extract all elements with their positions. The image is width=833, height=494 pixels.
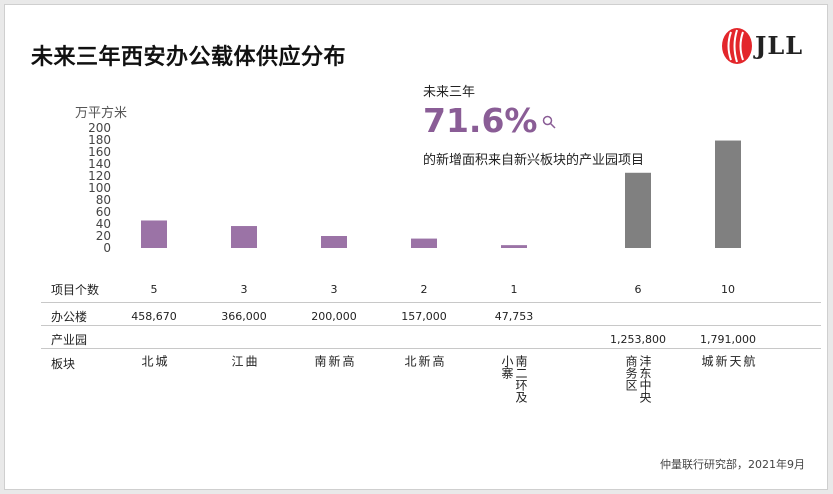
district-label: 航 天 新 城 <box>700 355 756 367</box>
y-tick-label: 20 <box>96 229 111 243</box>
callout-line1: 未来三年 <box>423 85 476 100</box>
callout-line2: 的新增面积来自新兴板块的产业园项目 <box>423 153 645 168</box>
jll-logo: JLL <box>721 27 821 67</box>
table-cell: 1 <box>510 283 518 296</box>
district-label: 城 北 <box>140 355 168 367</box>
bar-5 <box>625 172 651 248</box>
row-label: 办公楼 <box>51 310 88 324</box>
table-cell: 2 <box>420 283 428 296</box>
callout-percent: 71.6% <box>423 101 538 140</box>
table-cell: 157,000 <box>401 310 447 323</box>
jll-logo-text: JLL <box>755 31 804 60</box>
table-rule <box>41 302 821 303</box>
search-icon <box>542 115 556 129</box>
y-tick-label: 140 <box>88 157 111 171</box>
y-tick-label: 0 <box>103 241 111 255</box>
source-note: 仲量联行研究部，2021年9月 <box>660 458 805 471</box>
table-cell: 200,000 <box>311 310 357 323</box>
y-tick-label: 40 <box>96 217 111 231</box>
bar-0 <box>141 220 167 248</box>
bar-2 <box>321 236 347 248</box>
slide: 未来三年西安办公载体供应分布 JLL 未来三年 71.6% 的新增面积来自新兴板… <box>4 4 828 490</box>
table-cell: 5 <box>150 283 158 296</box>
y-tick-label: 80 <box>96 193 111 207</box>
y-tick-label: 100 <box>88 181 111 195</box>
table-cell: 3 <box>330 283 338 296</box>
bar-1 <box>231 226 257 248</box>
table-cell: 3 <box>240 283 248 296</box>
y-tick-label: 200 <box>88 121 111 135</box>
table-cell: 10 <box>721 283 735 296</box>
district-label: 高 新 北 <box>403 355 445 367</box>
district-label: 沣东中央 商务区 <box>624 355 652 403</box>
y-axis-label: 万平方米 <box>75 106 128 121</box>
bar-3 <box>411 238 437 248</box>
table-rule <box>41 348 821 349</box>
table-cell: 1,253,800 <box>610 333 666 346</box>
table-cell: 458,670 <box>131 310 177 323</box>
row-label: 项目个数 <box>51 283 100 297</box>
jll-logo-icon <box>722 28 752 64</box>
y-tick-label: 120 <box>88 169 111 183</box>
bar-6 <box>715 140 741 248</box>
y-tick-label: 60 <box>96 205 111 219</box>
table-cell: 6 <box>634 283 642 296</box>
row-label: 板块 <box>51 357 76 371</box>
bar-4 <box>501 245 527 248</box>
table-cell: 47,753 <box>494 310 534 323</box>
district-label: 南二环及 小寨 <box>500 355 528 403</box>
district-label: 高 新 南 <box>313 355 355 367</box>
table-cell: 366,000 <box>221 310 267 323</box>
table-cell: 1,791,000 <box>700 333 756 346</box>
page-title: 未来三年西安办公载体供应分布 <box>31 45 347 70</box>
y-tick-label: 180 <box>88 133 111 147</box>
y-tick-label: 160 <box>88 145 111 159</box>
row-label: 产业园 <box>51 333 88 347</box>
district-label: 曲 江 <box>230 355 258 367</box>
table-rule <box>41 325 821 326</box>
